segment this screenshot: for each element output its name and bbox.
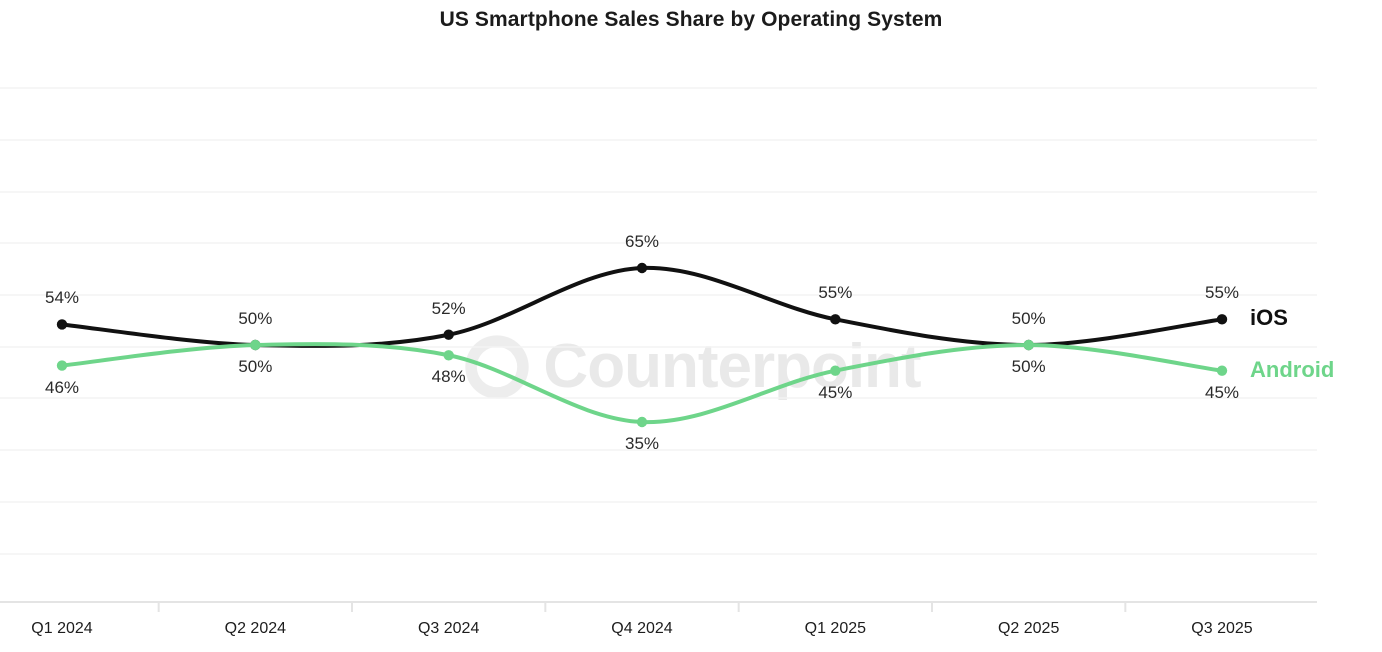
data-label: 50% [1011, 309, 1046, 328]
data-point[interactable] [636, 416, 648, 428]
x-axis-label: Q1 2025 [804, 620, 867, 637]
data-label: 50% [1011, 357, 1046, 376]
data-point[interactable] [830, 365, 841, 376]
x-axis-label: Q3 2024 [417, 620, 480, 637]
data-label: 46% [44, 377, 80, 397]
data-point[interactable] [1023, 339, 1034, 351]
data-point[interactable] [1216, 314, 1228, 325]
data-point[interactable] [56, 319, 68, 330]
data-label: 45% [818, 382, 853, 402]
chart-canvas [0, 87, 1317, 612]
page-title: US Smartphone Sales Share by Operating S… [439, 8, 943, 31]
data-label: 50% [238, 357, 273, 376]
series-android [56, 339, 1228, 428]
data-label: 35% [624, 434, 660, 453]
data-point[interactable] [250, 339, 261, 351]
x-axis-label: Q2 2025 [997, 620, 1060, 637]
x-axis-label: Q1 2024 [31, 620, 93, 637]
x-axis-label: Q2 2024 [224, 620, 287, 637]
data-point[interactable] [443, 329, 454, 340]
data-label: 54% [44, 288, 80, 308]
series-label-ios: iOS [1250, 305, 1288, 331]
data-label: 55% [1204, 283, 1240, 303]
data-point[interactable] [1216, 365, 1228, 376]
data-label: 48% [431, 367, 466, 387]
x-axis [0, 601, 1317, 612]
data-point[interactable] [443, 350, 454, 361]
data-point[interactable] [56, 360, 68, 371]
x-axis-label: Q3 2025 [1191, 620, 1253, 637]
data-label: 50% [238, 309, 273, 328]
x-axis-label: Q4 2024 [611, 620, 673, 637]
plot-area: 54% 50% 52% 65% 55% 50% 55% iOS 46% 50% 48% 35% 45% 5… [0, 62, 1382, 652]
data-point[interactable] [830, 314, 841, 325]
data-label: 52% [431, 298, 466, 318]
data-point[interactable] [636, 262, 648, 274]
series-ios [56, 262, 1228, 351]
data-label: 65% [624, 232, 660, 251]
gridlines [0, 87, 1317, 555]
data-label: 45% [1204, 382, 1240, 402]
data-label: 55% [818, 283, 853, 303]
series-label-android: Android [1250, 356, 1335, 382]
